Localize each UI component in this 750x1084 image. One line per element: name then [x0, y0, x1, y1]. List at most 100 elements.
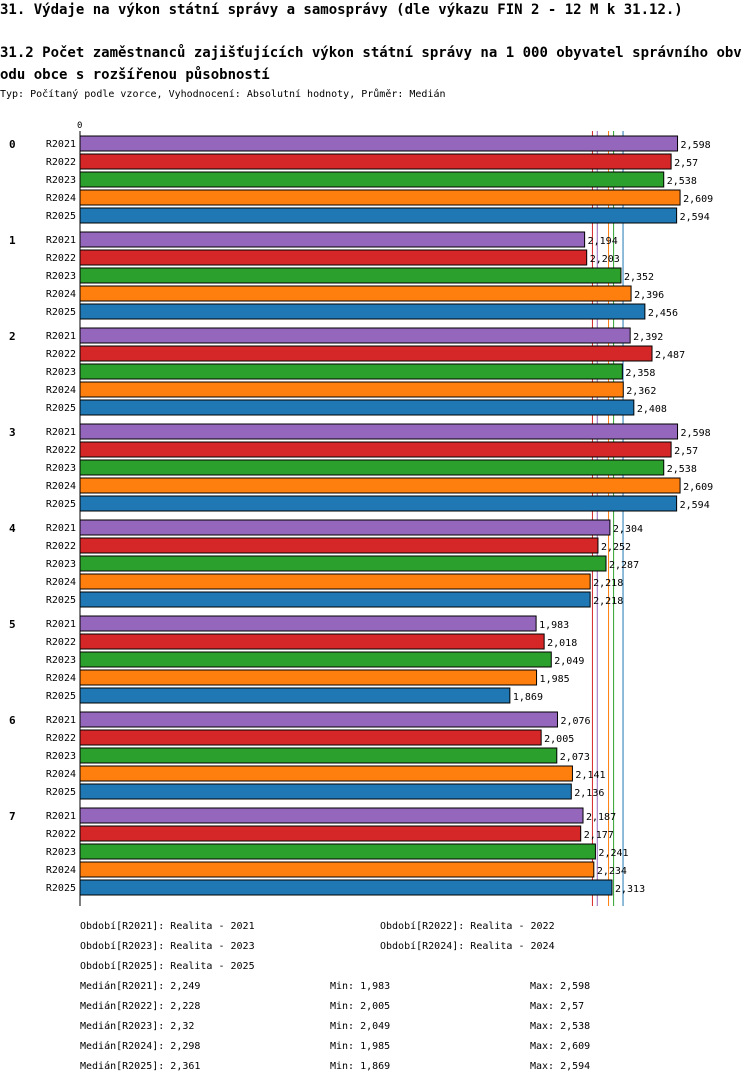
- bar-value-label: 2,136: [574, 788, 604, 799]
- bar-value-label: 1,983: [539, 620, 569, 631]
- bar-value-label: 2,609: [683, 482, 713, 493]
- bar-value-label: 2,177: [584, 830, 614, 841]
- series-label: R2022: [46, 253, 76, 264]
- bar-r2021-group-1: [79, 231, 586, 248]
- bar-value-label: 2,487: [655, 350, 685, 361]
- median-r2025: Medián[R2025]: 2,361: [80, 1061, 201, 1072]
- bar-value-label: 2,598: [681, 140, 711, 151]
- bar-value-label: 2,252: [601, 542, 631, 553]
- group-label-6: 6: [9, 714, 16, 727]
- bar-r2023-group-6: [79, 747, 558, 764]
- bar-value-label: 2,018: [547, 638, 577, 649]
- bar-value-label: 2,358: [625, 368, 655, 379]
- bar-value-label: 2,594: [680, 212, 710, 223]
- bar-r2023-group-5: [79, 651, 552, 668]
- series-label: R2024: [46, 865, 76, 876]
- legend-period-r2022: Období[R2022]: Realita - 2022: [380, 921, 555, 932]
- series-label: R2025: [46, 403, 76, 414]
- bar-value-label: 2,073: [560, 752, 590, 763]
- group-label-1: 1: [9, 234, 16, 247]
- series-label: R2022: [46, 541, 76, 552]
- series-label: R2025: [46, 499, 76, 510]
- bar-r2022-group-0: [79, 153, 672, 170]
- bar-r2023-group-7: [79, 843, 596, 860]
- bar-value-label: 2,194: [588, 236, 618, 247]
- series-label: R2024: [46, 769, 76, 780]
- series-label: R2024: [46, 289, 76, 300]
- series-label: R2021: [46, 619, 76, 630]
- bar-value-label: 2,609: [683, 194, 713, 205]
- series-label: R2021: [46, 139, 76, 150]
- bar-r2021-group-3: [79, 423, 679, 440]
- bar-r2024-group-6: [79, 765, 573, 782]
- bar-value-label: 2,287: [609, 560, 639, 571]
- bar-value-label: 2,218: [593, 578, 623, 589]
- bar-r2021-group-6: [79, 711, 558, 728]
- bar-value-label: 2,57: [674, 446, 698, 457]
- group-label-0: 0: [9, 138, 16, 151]
- series-label: R2024: [46, 385, 76, 396]
- bar-value-label: 2,598: [681, 428, 711, 439]
- bar-r2021-group-2: [79, 327, 631, 344]
- bar-r2024-group-1: [79, 285, 632, 302]
- bar-value-label: 2,218: [593, 596, 623, 607]
- bar-value-label: 2,049: [554, 656, 584, 667]
- bar-r2025-group-2: [79, 399, 635, 416]
- group-label-4: 4: [9, 522, 16, 535]
- series-label: R2021: [46, 235, 76, 246]
- axis-zero-label: 0: [77, 121, 82, 131]
- max-r2023: Max: 2,538: [530, 1021, 591, 1032]
- series-label: R2022: [46, 829, 76, 840]
- series-label: R2024: [46, 673, 76, 684]
- bar-r2024-group-7: [79, 861, 595, 878]
- bar-r2024-group-2: [79, 381, 624, 398]
- bar-r2021-group-4: [79, 519, 611, 536]
- bar-value-label: 2,594: [680, 500, 710, 511]
- series-label: R2023: [46, 655, 76, 666]
- bar-r2021-group-5: [79, 615, 537, 632]
- bar-r2025-group-4: [79, 591, 591, 608]
- chart-title: 31.2 Počet zaměstnanců zajišťujících výk…: [0, 45, 742, 83]
- series-label: R2024: [46, 481, 76, 492]
- chart-type-line: Typ: Počítaný podle vzorce, Vyhodnocení:…: [0, 89, 446, 100]
- bar-r2022-group-2: [79, 345, 653, 362]
- bar-value-label: 2,538: [667, 176, 697, 187]
- min-r2023: Min: 2,049: [330, 1021, 391, 1032]
- bar-value-label: 2,203: [590, 254, 620, 265]
- legend-period-r2024: Období[R2024]: Realita - 2024: [380, 941, 555, 952]
- bar-r2021-group-0: [79, 135, 679, 152]
- series-label: R2023: [46, 175, 76, 186]
- max-r2025: Max: 2,594: [530, 1061, 591, 1072]
- bar-r2025-group-7: [79, 879, 613, 896]
- max-r2021: Max: 2,598: [530, 981, 591, 992]
- bar-value-label: 2,352: [624, 272, 654, 283]
- bar-value-label: 2,456: [648, 308, 678, 319]
- series-label: R2021: [46, 331, 76, 342]
- series-label: R2023: [46, 559, 76, 570]
- bar-r2023-group-4: [79, 555, 607, 572]
- bar-value-label: 2,396: [634, 290, 664, 301]
- median-r2023: Medián[R2023]: 2,32: [80, 1021, 195, 1032]
- median-r2024: Medián[R2024]: 2,298: [80, 1041, 201, 1052]
- bar-r2022-group-1: [79, 249, 588, 266]
- series-label: R2022: [46, 637, 76, 648]
- bar-value-label: 2,005: [544, 734, 574, 745]
- series-label: R2025: [46, 211, 76, 222]
- series-label: R2025: [46, 691, 76, 702]
- bar-value-label: 1,985: [540, 674, 570, 685]
- min-r2021: Min: 1,983: [330, 981, 391, 992]
- min-r2022: Min: 2,005: [330, 1001, 391, 1012]
- bar-value-label: 1,869: [513, 692, 543, 703]
- report-title: 31. Výdaje na výkon státní správy a samo…: [0, 2, 683, 18]
- bar-r2024-group-0: [79, 189, 681, 206]
- min-r2024: Min: 1,985: [330, 1041, 391, 1052]
- legend-period-r2025: Období[R2025]: Realita - 2025: [80, 961, 255, 972]
- bar-value-label: 2,141: [575, 770, 605, 781]
- median-r2022: Medián[R2022]: 2,228: [80, 1001, 201, 1012]
- series-label: R2023: [46, 751, 76, 762]
- series-label: R2021: [46, 811, 76, 822]
- bar-value-label: 2,362: [626, 386, 656, 397]
- series-label: R2022: [46, 157, 76, 168]
- legend-period-r2021: Období[R2021]: Realita - 2021: [80, 921, 255, 932]
- bar-r2022-group-5: [79, 633, 545, 650]
